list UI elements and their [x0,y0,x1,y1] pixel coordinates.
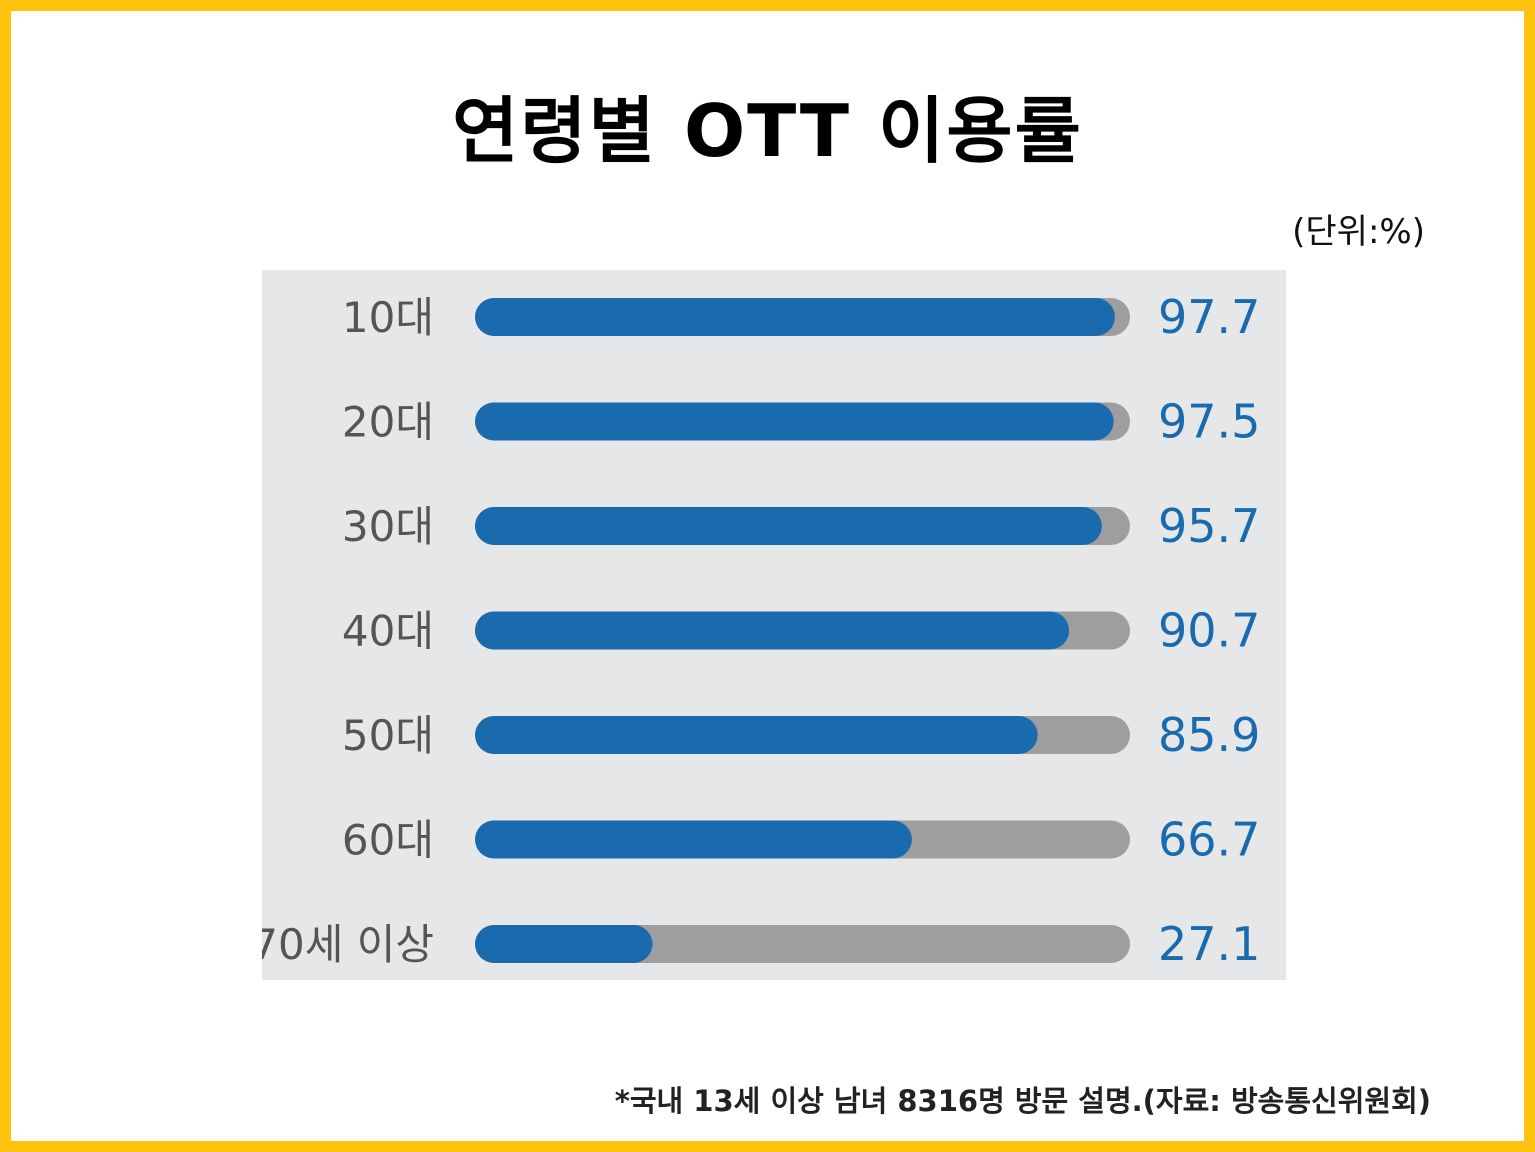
value-label: 66.7 [1158,813,1260,867]
category-label: 60대 [342,816,434,865]
category-label: 10대 [342,293,434,342]
category-label: 40대 [342,607,434,656]
category-label: 20대 [342,398,434,447]
bar-fill [475,611,1070,650]
bar-chart: 10대 97.7 20대 97.5 30대 95.7 40대 90.7 50대 85.9 60대 66… [262,290,1260,971]
bar-fill [475,402,1114,441]
unit-label: (단위:%) [1292,212,1425,252]
value-label: 97.7 [1158,290,1260,344]
source-footnote: *국내 13세 이상 남녀 8316명 방문 설명.(자료: 방송통신위원회) [614,1084,1431,1118]
category-label: 30대 [342,502,434,551]
value-label: 97.5 [1158,395,1260,449]
chart-title: 연령별 OTT 이용률 [452,89,1083,173]
chart-panel: 10대 97.7 20대 97.5 30대 95.7 40대 90.7 50대 85.9 60대 66… [262,270,1286,980]
value-label: 90.7 [1158,604,1260,658]
value-label: 85.9 [1158,708,1260,762]
bar-fill [475,925,653,963]
bar-fill [475,298,1115,336]
category-label: 70세 이상 [262,920,434,969]
bar-fill [475,716,1038,754]
category-label: 50대 [342,711,434,760]
value-label: 95.7 [1158,499,1260,553]
value-label: 27.1 [1158,917,1260,971]
bar-fill [475,507,1102,545]
bar-fill [475,820,912,859]
